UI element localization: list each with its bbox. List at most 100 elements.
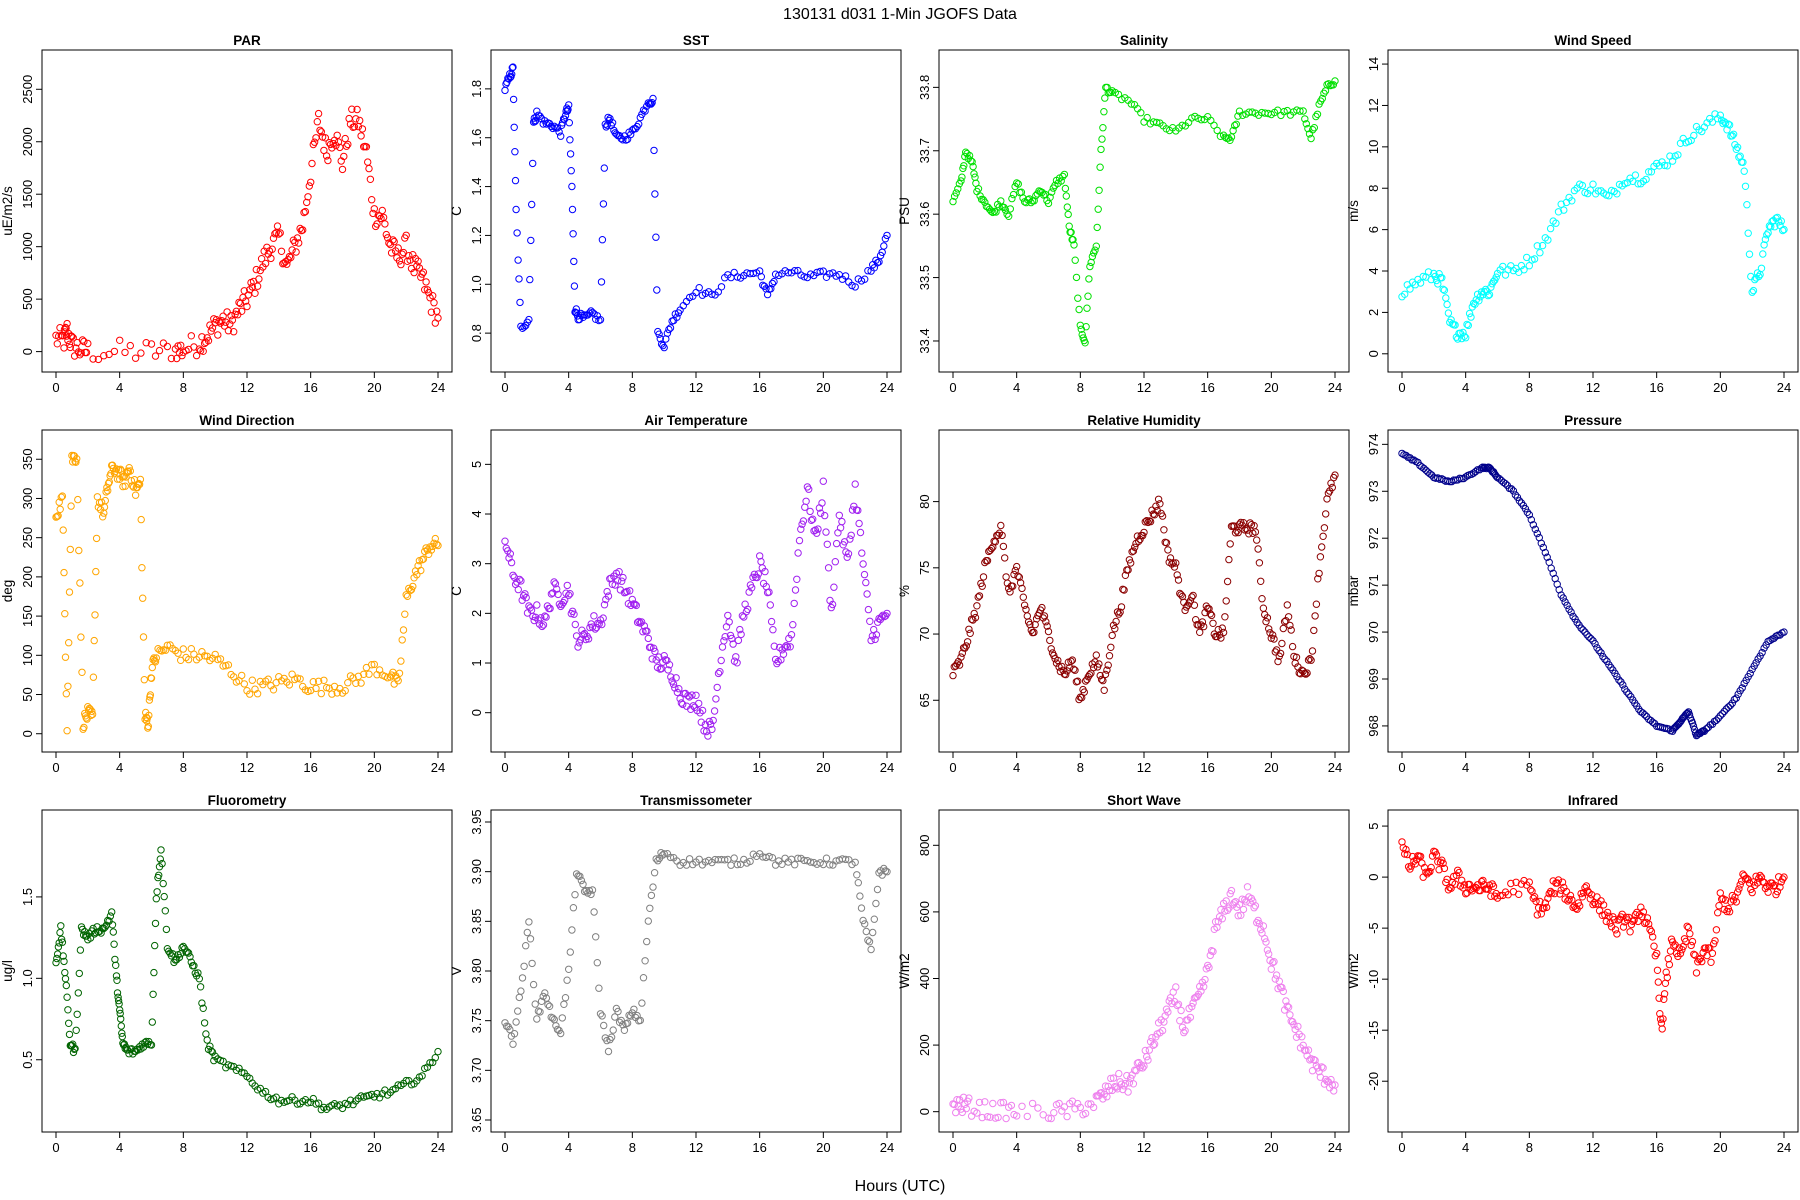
data-point (62, 332, 71, 340)
data-point (1435, 866, 1443, 874)
y-tick-label: 3.65 (469, 1107, 484, 1132)
data-point (92, 567, 100, 576)
data-point (117, 1015, 125, 1023)
data-point (1279, 624, 1288, 633)
data-point (157, 846, 165, 854)
data-point (969, 162, 977, 171)
data-point (161, 907, 170, 915)
data-point (1427, 863, 1435, 872)
data-point (116, 336, 124, 344)
data-point (309, 678, 317, 686)
data-point (1278, 983, 1286, 992)
data-point (949, 197, 957, 206)
data-point (1213, 126, 1221, 135)
data-point (344, 140, 352, 149)
data-point (1150, 1040, 1159, 1048)
data-point (1740, 167, 1748, 175)
data-point (1406, 285, 1414, 293)
data-point (1007, 1101, 1016, 1110)
data-point (69, 1048, 78, 1057)
data-point (350, 123, 359, 131)
data-point (1086, 262, 1094, 271)
data-point (1044, 627, 1053, 636)
data-point (158, 647, 166, 655)
series-salinity (949, 77, 1339, 347)
data-point (395, 257, 404, 265)
data-point (88, 710, 97, 719)
data-point (572, 305, 580, 313)
data-point (1251, 528, 1260, 536)
data-point (795, 536, 804, 545)
data-point (1116, 608, 1124, 616)
data-point (1234, 112, 1242, 120)
data-point (660, 850, 668, 858)
x-tick-label: 4 (1013, 1140, 1020, 1155)
x-tick-label: 24 (1328, 1140, 1342, 1155)
data-point (1014, 180, 1022, 188)
data-point (1255, 559, 1264, 567)
data-point (1708, 118, 1717, 126)
data-point (652, 233, 660, 241)
data-point (1050, 651, 1058, 660)
data-point (648, 99, 656, 107)
data-point (153, 888, 161, 896)
data-point (1664, 955, 1673, 963)
y-tick-label: 1.6 (469, 129, 484, 147)
data-point (1656, 1010, 1664, 1018)
data-point (162, 925, 171, 934)
data-point (1219, 628, 1228, 637)
data-point (549, 589, 557, 597)
data-point (1688, 719, 1697, 727)
data-point (305, 182, 313, 190)
data-point (1626, 928, 1634, 936)
data-point (1016, 579, 1025, 587)
data-point (138, 564, 146, 572)
data-point (1683, 922, 1691, 930)
data-point (1196, 628, 1204, 636)
data-point (1463, 320, 1471, 329)
data-point (843, 553, 851, 561)
data-point (1720, 118, 1729, 126)
data-point (651, 647, 659, 656)
data-point (1311, 1056, 1319, 1065)
data-point (1188, 1002, 1196, 1011)
data-point (1619, 681, 1627, 689)
data-point (1744, 229, 1752, 237)
data-point (187, 332, 196, 340)
data-point (1063, 1112, 1071, 1121)
data-point (1092, 242, 1101, 250)
data-point (1121, 1079, 1130, 1088)
data-point (577, 876, 586, 885)
data-point (1232, 120, 1241, 129)
data-point (1178, 121, 1186, 130)
data-point (387, 249, 396, 257)
data-point (160, 892, 168, 901)
data-point (370, 660, 378, 669)
data-point (561, 111, 570, 120)
data-point (1452, 333, 1461, 341)
data-point (1105, 1086, 1114, 1095)
data-point (526, 275, 534, 284)
data-point (673, 313, 681, 321)
data-point (1152, 502, 1160, 510)
data-point (1631, 171, 1640, 179)
y-tick-label: 3.75 (469, 1008, 484, 1033)
data-point (317, 128, 325, 136)
data-point (614, 577, 622, 585)
data-point (1030, 628, 1038, 637)
data-point (264, 675, 272, 683)
data-point (871, 635, 879, 644)
data-point (1153, 118, 1161, 127)
data-point (268, 245, 276, 253)
data-point (285, 252, 294, 261)
data-point (116, 1009, 124, 1018)
data-point (1742, 676, 1750, 684)
data-point (1261, 934, 1269, 943)
x-tick-label: 20 (1713, 1140, 1727, 1155)
data-point (684, 692, 692, 700)
data-point (643, 937, 651, 946)
data-point (1674, 151, 1682, 159)
data-point (1107, 88, 1115, 97)
data-point (1748, 288, 1756, 296)
